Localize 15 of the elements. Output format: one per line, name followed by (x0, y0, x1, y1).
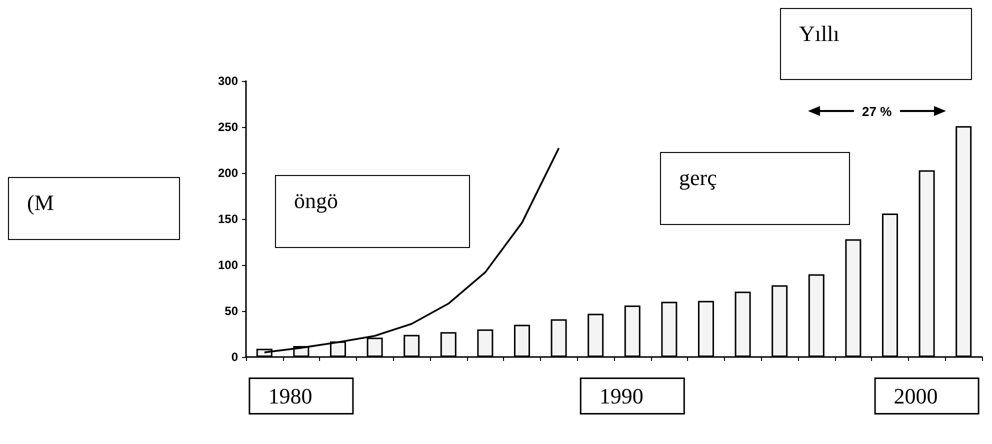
text-box: (M (8, 177, 180, 240)
y-tick-label: 50 (224, 304, 238, 318)
y-tick-label: 100 (218, 258, 238, 272)
y-tick-label: 200 (218, 166, 238, 180)
x-tick-label: 1980 (268, 384, 312, 408)
y-tick-label: 300 (218, 74, 238, 88)
y-tick-label: 150 (218, 212, 238, 226)
y-tick-label: 0 (231, 350, 238, 364)
x-tick-label: 1990 (599, 384, 644, 408)
text-box: öngö (275, 175, 470, 248)
annotation: 27 % (862, 104, 892, 118)
text-box: Yıllı (780, 8, 972, 80)
text-box: gerç (660, 152, 850, 225)
x-tick-label: 2000 (894, 384, 938, 408)
y-tick-label: 250 (218, 120, 238, 134)
